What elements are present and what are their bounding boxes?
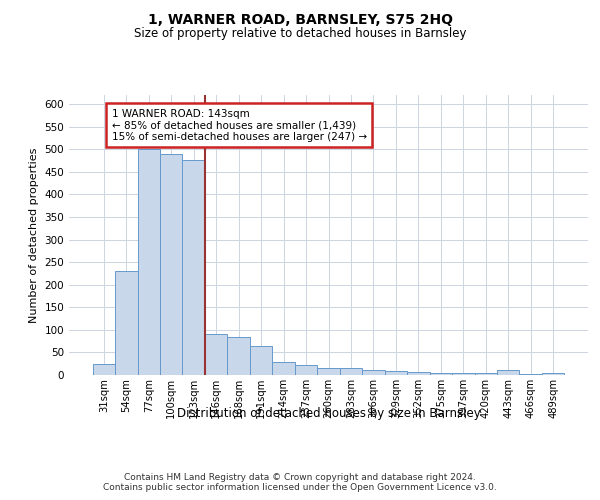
Bar: [227, 336, 250, 375]
Bar: [497, 370, 520, 375]
Bar: [475, 372, 497, 375]
Text: 1, WARNER ROAD, BARNSLEY, S75 2HQ: 1, WARNER ROAD, BARNSLEY, S75 2HQ: [148, 12, 452, 26]
Bar: [137, 149, 160, 375]
Y-axis label: Number of detached properties: Number of detached properties: [29, 148, 39, 322]
Text: Size of property relative to detached houses in Barnsley: Size of property relative to detached ho…: [134, 28, 466, 40]
Bar: [430, 372, 452, 375]
Bar: [452, 372, 475, 375]
Text: 1 WARNER ROAD: 143sqm
← 85% of detached houses are smaller (1,439)
15% of semi-d: 1 WARNER ROAD: 143sqm ← 85% of detached …: [112, 108, 367, 142]
Bar: [295, 365, 317, 375]
Bar: [385, 372, 407, 375]
Bar: [182, 160, 205, 375]
Bar: [272, 362, 295, 375]
Bar: [160, 154, 182, 375]
Bar: [407, 372, 430, 375]
Text: Distribution of detached houses by size in Barnsley: Distribution of detached houses by size …: [177, 408, 481, 420]
Bar: [115, 271, 137, 375]
Bar: [520, 374, 542, 375]
Bar: [340, 368, 362, 375]
Bar: [317, 368, 340, 375]
Bar: [205, 334, 227, 375]
Bar: [92, 364, 115, 375]
Text: Contains HM Land Registry data © Crown copyright and database right 2024.
Contai: Contains HM Land Registry data © Crown c…: [103, 472, 497, 492]
Bar: [250, 346, 272, 375]
Bar: [542, 372, 565, 375]
Bar: [362, 370, 385, 375]
